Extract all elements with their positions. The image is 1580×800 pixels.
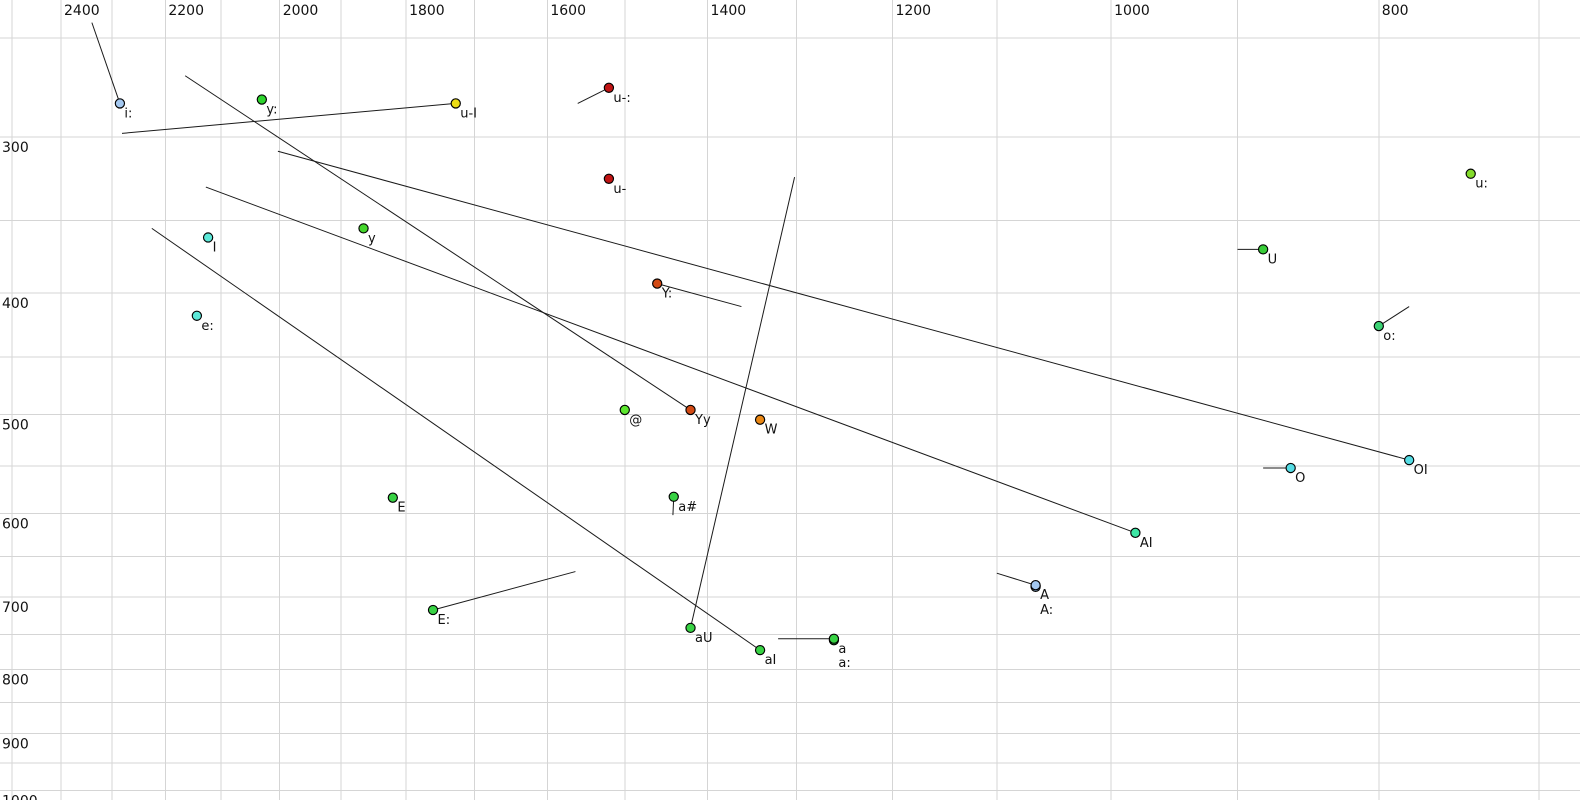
vowel-label-aU: aU bbox=[695, 631, 712, 646]
vowel-point-u-:[interactable] bbox=[603, 82, 615, 93]
vowel-point-W[interactable] bbox=[754, 414, 766, 425]
vowel-point-A[interactable] bbox=[1030, 580, 1041, 591]
vowel-point-E:[interactable] bbox=[427, 604, 439, 616]
vowel-trajectory-line-OI bbox=[277, 150, 1410, 461]
vowel-label-u-: u- bbox=[613, 182, 626, 197]
vowel-label-I: I bbox=[213, 240, 217, 255]
vowel-label-u-:: u-: bbox=[613, 91, 630, 106]
vowel-label-@: @ bbox=[629, 413, 642, 428]
vowel-point-y:[interactable] bbox=[256, 94, 268, 105]
x-axis-tick-label: 1600 bbox=[550, 3, 586, 19]
vowel-point-I[interactable] bbox=[202, 232, 214, 243]
vowel-label-Y:: Y: bbox=[661, 287, 673, 302]
vowel-label-AI: AI bbox=[1140, 536, 1153, 551]
y-axis-tick-label: 1000 bbox=[2, 794, 38, 800]
vowel-label-u-I: u-I bbox=[460, 106, 477, 121]
y-axis-tick-label: 500 bbox=[2, 417, 29, 433]
y-axis-tick-label: 300 bbox=[2, 140, 29, 156]
x-axis-tick-label: 2000 bbox=[283, 3, 319, 19]
y-axis-tick-label: 600 bbox=[2, 516, 29, 532]
vowel-point-a[interactable] bbox=[828, 633, 840, 644]
vowel-point-@[interactable] bbox=[619, 404, 630, 416]
x-axis-tick-label: 1800 bbox=[409, 3, 445, 19]
vowel-label-o:: o: bbox=[1383, 329, 1395, 344]
vowel-label-U: U bbox=[1268, 252, 1278, 267]
vowel-trajectory-line-E: bbox=[432, 571, 576, 611]
vowel-point-e:[interactable] bbox=[191, 310, 203, 321]
vowel-point-OI[interactable] bbox=[1404, 454, 1415, 466]
vowel-label-i:: i: bbox=[124, 106, 132, 121]
x-axis-tick-label: 1200 bbox=[895, 3, 931, 19]
vowel-point-i:[interactable] bbox=[114, 98, 126, 109]
x-axis-tick-label: 800 bbox=[1382, 3, 1409, 19]
y-axis-tick-label: 700 bbox=[2, 600, 29, 616]
y-axis-tick-label: 400 bbox=[2, 296, 29, 312]
vowel-point-O[interactable] bbox=[1285, 462, 1296, 474]
vowel-trajectory-line-A bbox=[996, 572, 1036, 586]
vowel-point-aI[interactable] bbox=[754, 644, 766, 656]
vowel-label-A: A bbox=[1040, 588, 1049, 603]
vowel-trajectory-line-aI bbox=[151, 227, 761, 651]
vowel-label-a:: a: bbox=[838, 656, 850, 671]
vowel-trajectory-line-o: bbox=[1378, 306, 1410, 327]
vowel-trajectory-line-AI bbox=[205, 186, 1136, 534]
y-axis-tick-label: 800 bbox=[2, 672, 29, 688]
vowel-trajectory-line-i: bbox=[91, 22, 121, 104]
vowel-point-o:[interactable] bbox=[1373, 320, 1384, 332]
vowel-point-u:[interactable] bbox=[1465, 168, 1476, 179]
vowel-label-y: y bbox=[368, 231, 376, 246]
vowel-label-u:: u: bbox=[1475, 177, 1488, 192]
vowel-label-a#: a# bbox=[678, 500, 697, 515]
vowel-point-a#[interactable] bbox=[668, 491, 679, 502]
x-axis-tick-label: 2400 bbox=[64, 3, 100, 19]
vowel-point-u-[interactable] bbox=[603, 173, 615, 184]
x-axis-tick-label: 1000 bbox=[1114, 3, 1150, 19]
vowel-point-y[interactable] bbox=[358, 223, 369, 234]
vowel-label-OI: OI bbox=[1414, 463, 1428, 478]
vowel-trajectory-line-Y: bbox=[657, 283, 742, 308]
vowel-label-E: E bbox=[397, 501, 405, 516]
vowel-point-u-I[interactable] bbox=[450, 98, 461, 109]
vowel-label-E:: E: bbox=[438, 613, 451, 628]
vowel-label-A:: A: bbox=[1040, 603, 1053, 618]
vowel-point-Yy[interactable] bbox=[685, 404, 696, 416]
vowel-trajectory-line-Yy bbox=[184, 75, 691, 411]
vowel-point-U[interactable] bbox=[1257, 244, 1269, 255]
vowel-trajectory-line-u-: bbox=[577, 87, 610, 104]
x-axis-tick-label: 1400 bbox=[711, 3, 747, 19]
vowel-label-y:: y: bbox=[266, 103, 277, 118]
vowel-point-E[interactable] bbox=[387, 492, 399, 503]
vowel-trajectory-line-aU bbox=[690, 176, 796, 628]
vowel-point-Y:[interactable] bbox=[652, 278, 663, 289]
vowel-label-e:: e: bbox=[201, 319, 213, 334]
vowel-label-aI: aI bbox=[765, 653, 777, 668]
x-axis-tick-label: 2200 bbox=[168, 3, 204, 19]
vowel-point-aU[interactable] bbox=[685, 622, 696, 634]
vowel-point-AI[interactable] bbox=[1130, 527, 1141, 539]
vowel-label-O: O bbox=[1295, 471, 1305, 486]
vowel-label-a: a bbox=[838, 642, 846, 657]
vowel-trajectory-line-u-I bbox=[121, 102, 456, 134]
vowel-label-Yy: Yy bbox=[694, 413, 711, 428]
y-axis-tick-label: 900 bbox=[2, 736, 29, 752]
vowel-label-W: W bbox=[765, 423, 778, 438]
